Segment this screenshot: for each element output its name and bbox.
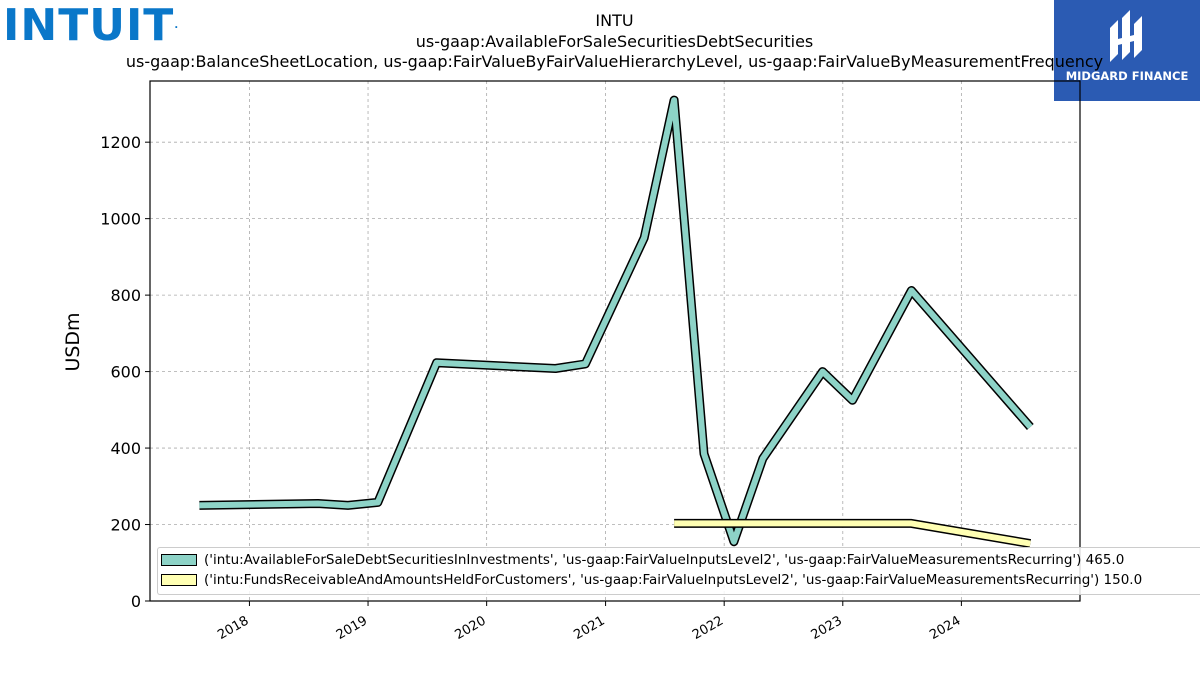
series-line-1 [199, 97, 1033, 545]
legend-label-1: ('intu:AvailableForSaleDebtSecuritiesInI… [204, 552, 1125, 568]
y-tick-label: 1200 [100, 133, 141, 152]
legend-swatch-1 [161, 554, 197, 566]
midgard-emblem-icon [1110, 10, 1142, 62]
x-tick-label: 2020 [452, 613, 488, 643]
plot-frame [149, 80, 1081, 602]
series-layer [199, 95, 1034, 549]
y-tick-label: 1000 [100, 210, 141, 229]
y-axis-label: USDm [62, 312, 84, 372]
chart-subtitle: us-gaap:AvailableForSaleSecuritiesDebtSe… [415, 32, 814, 51]
x-tick-label: 2021 [571, 613, 607, 643]
x-tick-label: 2019 [334, 613, 370, 643]
series-line-2 [674, 520, 1031, 547]
legend-swatch-2 [161, 574, 197, 586]
intuit-logo-text: INTUIT [3, 0, 175, 51]
legend: ('intu:AvailableForSaleDebtSecuritiesInI… [157, 547, 1200, 595]
x-tick-label: 2023 [809, 613, 845, 643]
legend-label-2: ('intu:FundsReceivableAndAmountsHeldForC… [204, 572, 1143, 588]
midgard-finance-logo: MIDGARD FINANCE [1054, 0, 1200, 101]
chart-title: INTU [595, 11, 634, 30]
series-outline-1 [199, 95, 1034, 547]
x-tick-label: 2018 [215, 613, 251, 643]
trademark-dot: . [174, 20, 180, 31]
y-tick-label: 600 [110, 363, 141, 382]
y-tick-label: 400 [110, 439, 141, 458]
grid-lines [150, 81, 1080, 602]
y-tick-label: 0 [131, 592, 141, 611]
intuit-logo: INTUIT. [3, 4, 179, 48]
midgard-brand-text: MIDGARD FINANCE [1065, 69, 1189, 83]
y-tick-label: 200 [110, 516, 141, 535]
chart-dimensions: us-gaap:BalanceSheetLocation, us-gaap:Fa… [125, 52, 1104, 71]
x-tick-label: 2022 [690, 613, 726, 643]
y-tick-label: 800 [110, 286, 141, 305]
x-tick-label: 2024 [927, 613, 963, 643]
